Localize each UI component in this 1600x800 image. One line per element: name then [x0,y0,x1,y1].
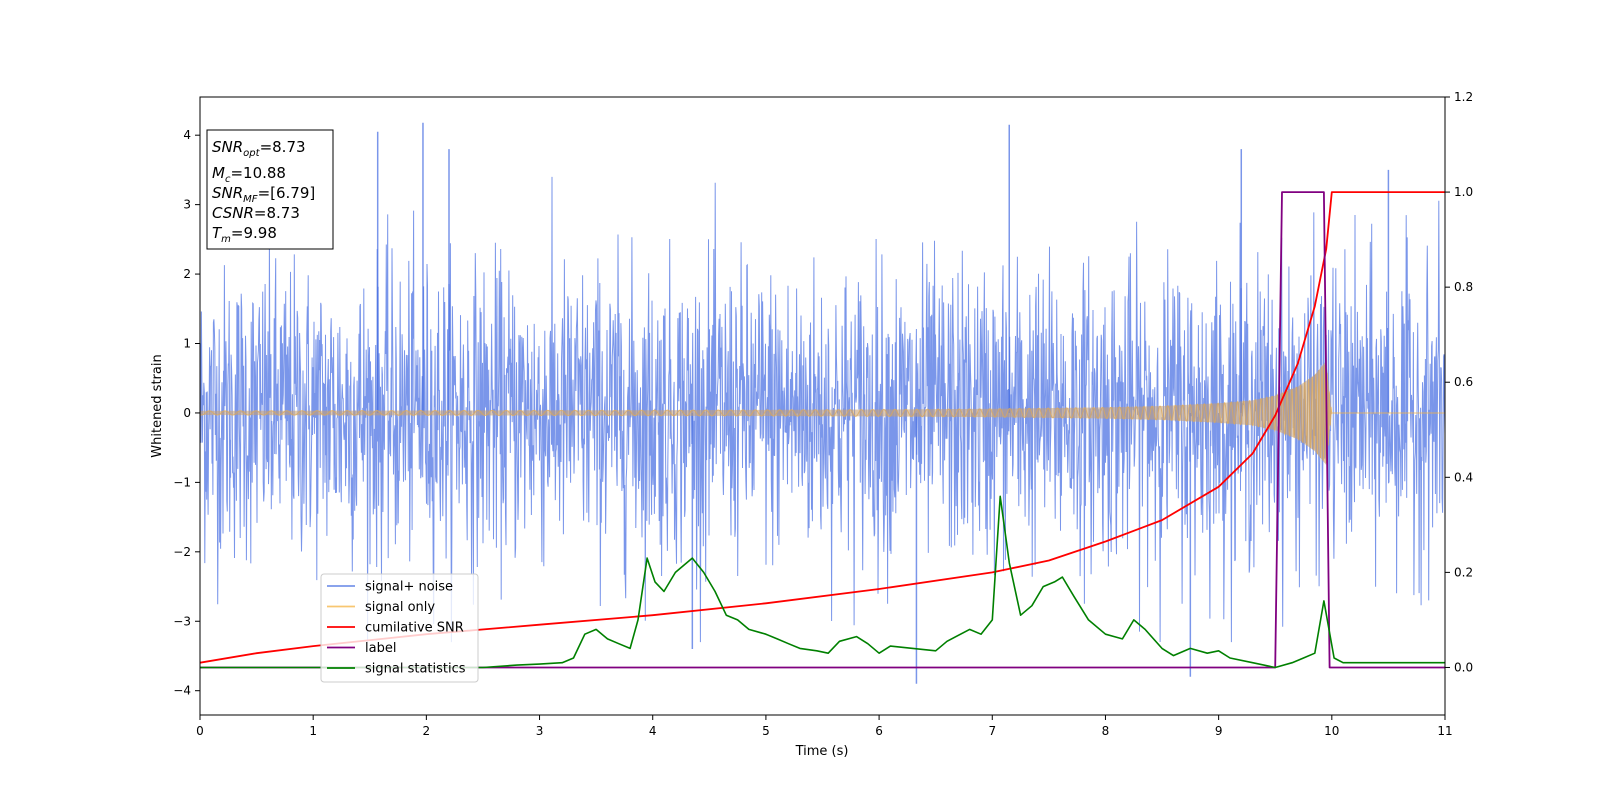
legend-frame [320,573,479,683]
y-tick-label: −3 [173,614,191,628]
y2-tick-label: 1.2 [1454,90,1473,104]
annotation-tm: Tm=9.98 [212,224,277,245]
legend: signal+ noise signal only cumilative SNR la… [320,573,479,683]
y2-tick-label: 0.0 [1454,660,1473,674]
x-tick-label: 5 [762,724,770,738]
y-axis-left: −4 −3 −2 −1 0 1 2 3 4 [173,128,200,698]
annotation-csnr: CSNR=8.73 [212,204,300,222]
legend-label: cumilative SNR [365,621,464,636]
y-tick-label: 1 [183,337,191,351]
y-tick-label: 2 [183,267,191,281]
y2-tick-label: 0.8 [1454,280,1473,294]
x-tick-label: 10 [1324,724,1339,738]
signal-only-envelope [200,360,1332,465]
y2-tick-label: 0.4 [1454,470,1473,484]
x-tick-label: 2 [423,724,431,738]
y-axis-right: 0.0 0.2 0.4 0.6 0.8 1.0 1.2 [1445,90,1473,674]
annotation-snr-mf: SNRMF=[6.79] [212,184,315,205]
annotation-box: SNRopt=8.73 Mc=10.88 SNRMF=[6.79] CSNR=8… [206,129,334,250]
y2-tick-label: 0.6 [1454,375,1473,389]
annotation-snr-opt: SNRopt=8.73 [212,138,306,159]
signal-noise-peaks [376,122,1390,684]
x-tick-label: 9 [1215,724,1223,738]
legend-label: signal only [365,600,435,615]
y2-tick-label: 0.2 [1454,565,1473,579]
x-tick-label: 3 [536,724,544,738]
annotation-mc: Mc=10.88 [212,164,286,185]
x-tick-label: 8 [1102,724,1110,738]
x-tick-label: 6 [875,724,883,738]
plot-frame [199,96,1446,716]
y-tick-label: −1 [173,475,191,489]
legend-label: signal+ noise [365,580,453,595]
y-tick-label: −4 [173,684,191,698]
series-label [200,191,1445,669]
x-tick-label: 4 [649,724,657,738]
series-signal-statistics [200,495,1445,669]
x-tick-label: 0 [196,724,204,738]
x-axis-label: Time (s) [795,744,849,759]
y-tick-label: 0 [183,406,191,420]
x-axis: 0 1 2 3 4 5 6 7 8 9 10 11 [196,715,1453,738]
x-tick-label: 7 [988,724,996,738]
y-axis-label: Whitened strain [150,354,165,457]
y-tick-label: 4 [183,128,191,142]
legend-label: label [365,641,396,656]
y2-tick-label: 1.0 [1454,185,1473,199]
y-tick-label: −2 [173,545,191,559]
y-tick-label: 3 [183,198,191,212]
legend-label: signal statistics [365,662,466,677]
series-signal-noise [200,176,1445,643]
x-tick-label: 11 [1437,724,1452,738]
annotation-frame [206,129,334,250]
x-tick-label: 1 [309,724,317,738]
